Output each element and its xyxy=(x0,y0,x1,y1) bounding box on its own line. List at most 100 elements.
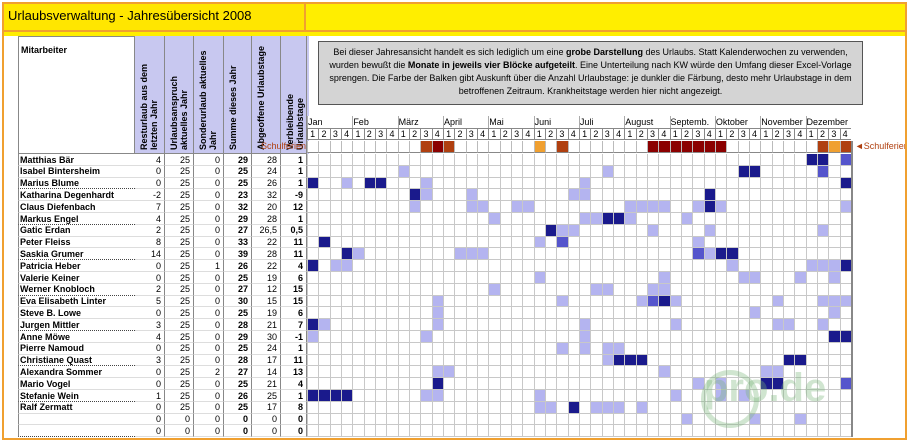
calendar-cell xyxy=(465,272,477,284)
vacation-cell xyxy=(544,224,557,237)
calendar-cell xyxy=(805,283,817,296)
calendar-cell xyxy=(397,189,409,202)
calendar-cell xyxy=(408,307,421,320)
calendar-cell xyxy=(692,272,704,284)
calendar-cell xyxy=(544,390,557,402)
vacation-cell xyxy=(748,272,761,284)
vacation-cell xyxy=(431,319,443,331)
abgeoffen-value: 28 xyxy=(266,248,277,259)
calendar-cell xyxy=(442,319,455,331)
calendar-cell xyxy=(533,331,545,343)
value-cell xyxy=(135,354,165,367)
abgeoffen-value: 22 xyxy=(266,237,277,248)
column-header-cell xyxy=(194,36,224,154)
calendar-cell xyxy=(307,189,319,202)
abgeoffen-value: 24 xyxy=(266,166,277,177)
calendar-cell xyxy=(612,201,625,213)
calendar-cell xyxy=(692,154,704,166)
calendar-cell xyxy=(726,283,738,296)
month-label: Jan xyxy=(308,117,323,127)
calendar-cell xyxy=(408,272,421,284)
calendar-cell xyxy=(794,390,806,402)
month-cell xyxy=(442,116,489,128)
sonder-value: 0 xyxy=(214,178,220,189)
employee-name-cell xyxy=(18,390,135,402)
calendar-cell xyxy=(329,342,341,355)
value-cell xyxy=(281,189,307,202)
calendar-cell xyxy=(522,248,534,261)
block-number-cell xyxy=(522,128,534,140)
schoolholiday-cell xyxy=(726,141,738,153)
vacation-cell xyxy=(465,248,477,261)
calendar-cell xyxy=(386,177,398,190)
abgeoffen-value: 21 xyxy=(266,378,277,389)
calendar-cell xyxy=(499,165,511,178)
value-cell xyxy=(135,307,165,320)
employee-name: Steve B. Lowe xyxy=(20,307,82,318)
calendar-cell xyxy=(567,307,579,320)
calendar-cell xyxy=(748,295,761,308)
calendar-cell xyxy=(646,272,659,284)
calendar-cell xyxy=(522,378,534,390)
sonder-value: 0 xyxy=(214,237,220,248)
sonder-value: 0 xyxy=(214,402,220,413)
schoolholiday-cell xyxy=(748,141,761,153)
calendar-cell xyxy=(646,342,659,355)
calendar-cell xyxy=(318,378,330,390)
calendar-cell xyxy=(635,272,647,284)
calendar-cell xyxy=(794,213,806,225)
calendar-cell xyxy=(567,154,579,166)
value-cell xyxy=(194,177,224,190)
calendar-cell xyxy=(386,413,398,426)
calendar-cell xyxy=(771,413,783,426)
block-number-cell xyxy=(397,128,409,140)
sonder-value: 0 xyxy=(214,331,220,342)
rest-value: 3 xyxy=(155,355,161,366)
vacation-cell xyxy=(669,295,681,308)
calendar-cell xyxy=(363,342,375,355)
calendar-cell xyxy=(307,307,319,320)
value-cell xyxy=(194,342,224,355)
calendar-cell xyxy=(318,165,330,178)
calendar-cell xyxy=(318,413,330,426)
calendar-cell xyxy=(386,295,398,308)
calendar-cell xyxy=(760,236,772,249)
calendar-cell xyxy=(646,260,659,272)
value-cell xyxy=(165,366,194,379)
block-number: 2 xyxy=(684,129,690,139)
calendar-cell xyxy=(692,307,704,320)
vacation-cell xyxy=(590,213,602,225)
summe-value: 25 xyxy=(237,272,248,283)
calendar-cell xyxy=(669,307,681,320)
calendar-cell xyxy=(340,319,353,331)
value-cell xyxy=(135,165,165,178)
calendar-cell xyxy=(488,236,500,249)
schoolholiday-cell xyxy=(782,141,795,153)
calendar-cell xyxy=(476,378,489,390)
block-number: 3 xyxy=(514,129,520,139)
value-cell xyxy=(165,177,194,190)
calendar-cell xyxy=(556,413,568,426)
calendar-cell xyxy=(363,295,375,308)
calendar-cell xyxy=(476,331,489,343)
verbleibend-value: 1 xyxy=(297,213,303,224)
calendar-cell xyxy=(567,260,579,272)
value-cell xyxy=(135,378,165,390)
calendar-cell xyxy=(329,378,341,390)
value-cell xyxy=(281,378,307,390)
calendar-cell xyxy=(420,425,432,438)
month-cell xyxy=(488,116,534,128)
calendar-cell xyxy=(703,272,715,284)
sonder-value: 1 xyxy=(214,260,220,271)
calendar-cell xyxy=(771,236,783,249)
calendar-cell xyxy=(635,331,647,343)
calendar-cell xyxy=(748,224,761,237)
calendar-cell xyxy=(726,272,738,284)
value-cell xyxy=(224,283,252,296)
value-cell xyxy=(281,177,307,190)
calendar-cell xyxy=(442,224,455,237)
calendar-cell xyxy=(374,213,387,225)
calendar-cell xyxy=(624,390,636,402)
calendar-cell xyxy=(624,260,636,272)
employee-header-cell xyxy=(18,36,135,154)
